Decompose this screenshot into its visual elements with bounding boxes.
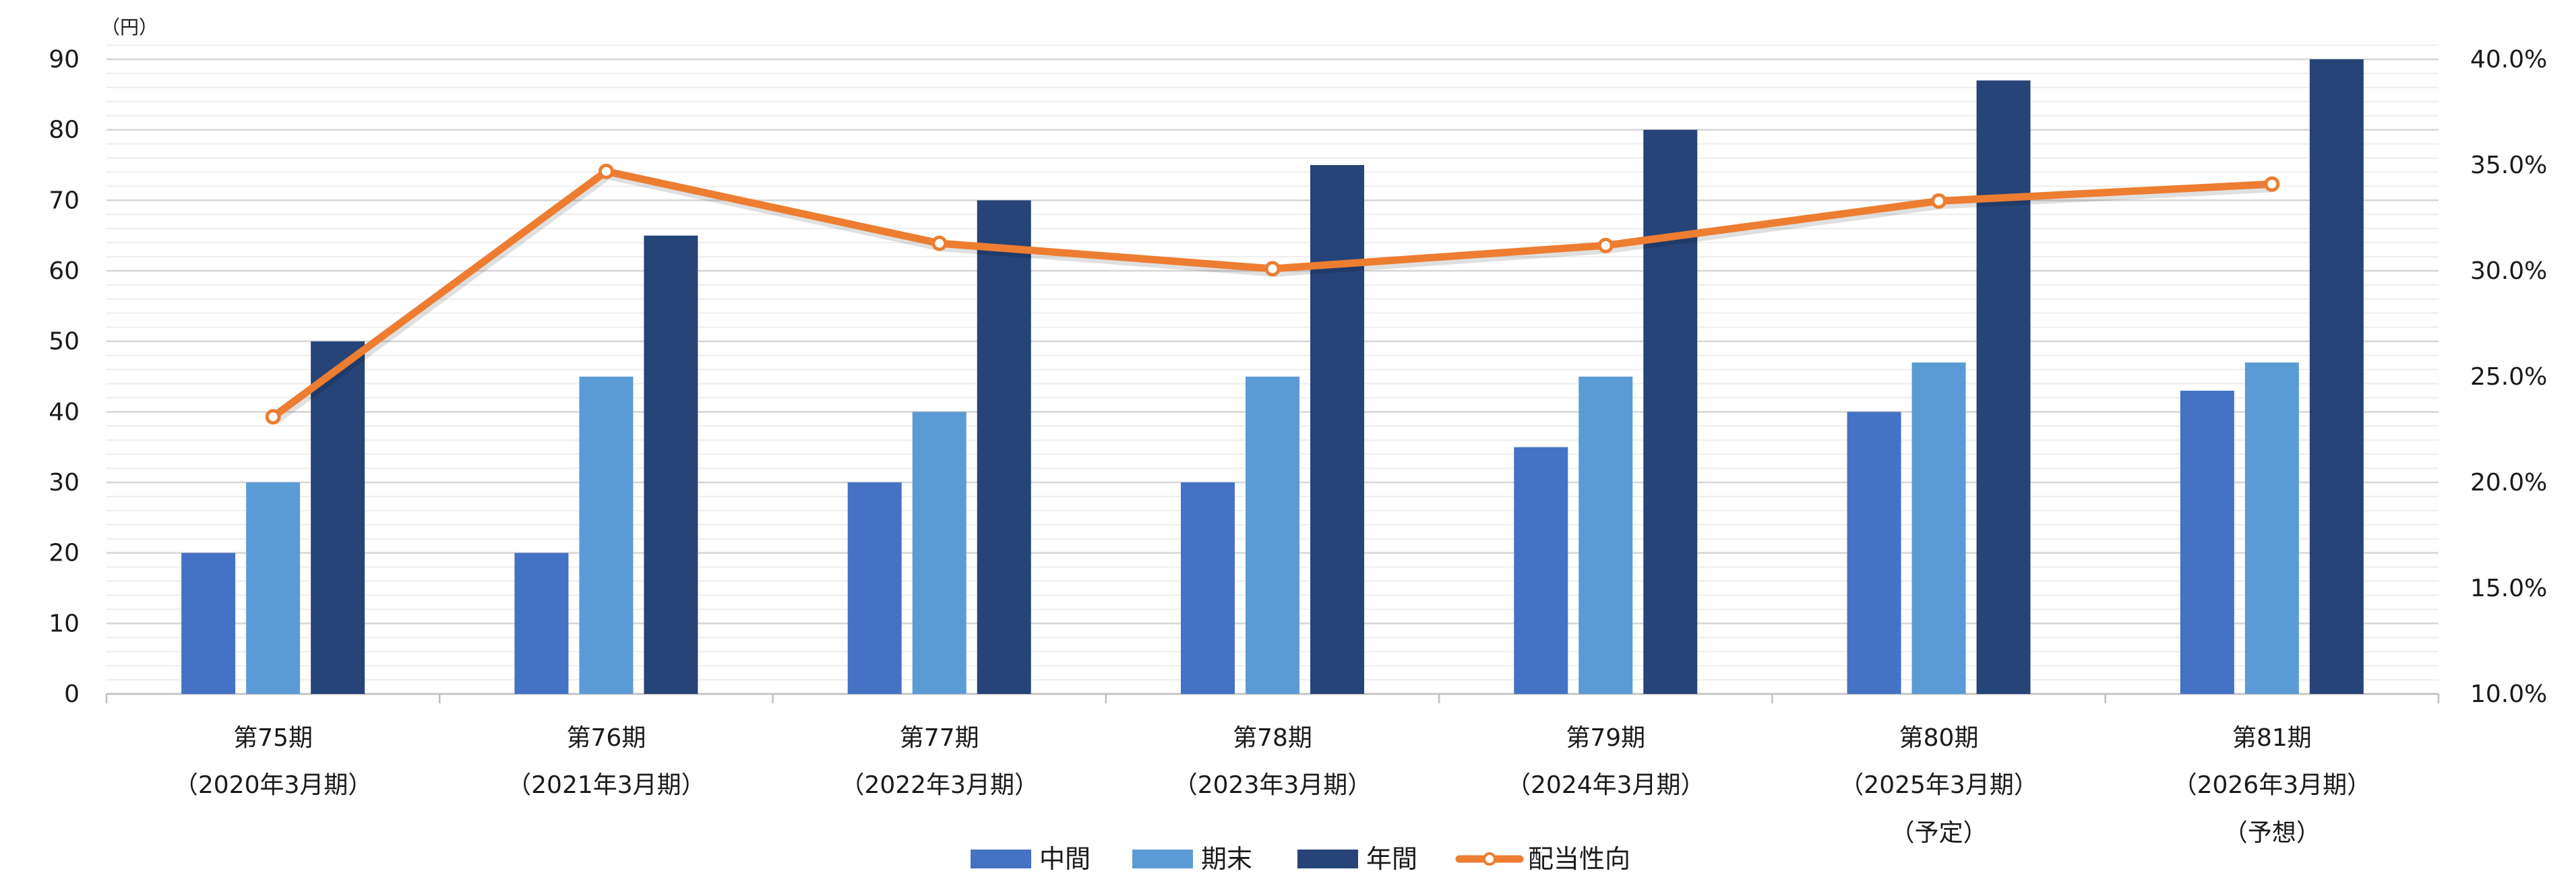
legend-swatch-marker (1483, 852, 1496, 866)
bar-中間 (1514, 447, 1568, 694)
legend-label: 中間 (1039, 844, 1091, 874)
bar-期末 (246, 482, 301, 694)
y-left-tick-label: 60 (49, 257, 80, 285)
bar-年間 (1976, 80, 2031, 694)
y-left-tick-label: 50 (49, 328, 80, 356)
bar-期末 (1911, 362, 1966, 694)
bar-中間 (1181, 482, 1235, 694)
x-category-sublabel: （2024年3月期） (1506, 771, 1705, 799)
bar-期末 (1246, 377, 1299, 694)
x-category-sublabel: （2022年3月期） (840, 771, 1039, 799)
y-right-tick-label: 25.0% (2470, 363, 2547, 391)
bar-期末 (912, 412, 967, 694)
bar-期末 (579, 377, 634, 694)
bar-年間 (311, 341, 365, 695)
legend-label: 年間 (1366, 844, 1417, 874)
bar-中間 (847, 482, 902, 694)
bar-期末 (2244, 362, 2299, 694)
payout-ratio-point (1264, 261, 1281, 277)
legend-swatch-年間 (1297, 850, 1358, 868)
bar-年間 (2309, 59, 2364, 694)
x-category-label: 第78期 (1233, 724, 1312, 752)
legend-swatch-中間 (971, 850, 1031, 868)
y-left-tick-label: 30 (49, 469, 80, 497)
payout-ratio-point (265, 409, 281, 425)
bar-中間 (514, 552, 569, 694)
y-right-tick-label: 40.0% (2470, 46, 2547, 73)
y-axis-unit-label: （円） (101, 16, 158, 38)
y-left-tick-label: 10 (49, 610, 80, 637)
x-category-sublabel: （2026年3月期） (2173, 771, 2372, 799)
x-category-sublabel: （2021年3月期） (507, 771, 706, 799)
y-left-tick-label: 90 (49, 46, 80, 73)
bar-中間 (2180, 390, 2234, 694)
x-category-label: 第77期 (900, 724, 979, 752)
legend-label: 期末 (1201, 844, 1252, 874)
x-category-label: 第76期 (567, 724, 646, 752)
y-right-tick-label: 20.0% (2470, 469, 2547, 497)
bar-期末 (1578, 377, 1633, 694)
y-right-tick-label: 35.0% (2470, 152, 2547, 179)
y-left-tick-label: 0 (64, 680, 80, 708)
bar-年間 (1643, 129, 1698, 694)
payout-ratio-point (2264, 176, 2280, 192)
x-category-label: 第75期 (233, 724, 313, 752)
payout-ratio-point (598, 163, 614, 179)
x-category-note: （予想） (2224, 819, 2321, 847)
bar-年間 (977, 200, 1031, 694)
bar-中間 (1847, 412, 1901, 694)
y-right-tick-label: 10.0% (2470, 680, 2547, 708)
payout-ratio-point (1931, 193, 1947, 209)
legend-swatch-期末 (1132, 850, 1193, 868)
x-category-sublabel: （2025年3月期） (1839, 771, 2038, 799)
y-right-tick-label: 30.0% (2470, 257, 2547, 285)
y-left-tick-label: 70 (49, 187, 80, 214)
bar-年間 (1310, 165, 1364, 694)
y-left-tick-label: 20 (49, 540, 80, 567)
x-category-label: 第79期 (1566, 724, 1645, 752)
y-left-tick-label: 40 (49, 398, 80, 426)
y-right-tick-label: 15.0% (2470, 575, 2547, 602)
payout-ratio-point (931, 235, 948, 251)
y-left-tick-label: 80 (49, 117, 80, 144)
x-category-sublabel: （2023年3月期） (1173, 771, 1372, 799)
x-category-sublabel: （2020年3月期） (174, 771, 373, 799)
payout-ratio-point (1597, 237, 1614, 253)
legend-label: 配当性向 (1528, 844, 1630, 874)
bar-中間 (181, 552, 236, 694)
x-category-label: 第81期 (2232, 724, 2312, 752)
x-category-label: 第80期 (1899, 724, 1979, 752)
x-category-note: （予定） (1891, 819, 1988, 847)
bar-年間 (644, 235, 698, 695)
